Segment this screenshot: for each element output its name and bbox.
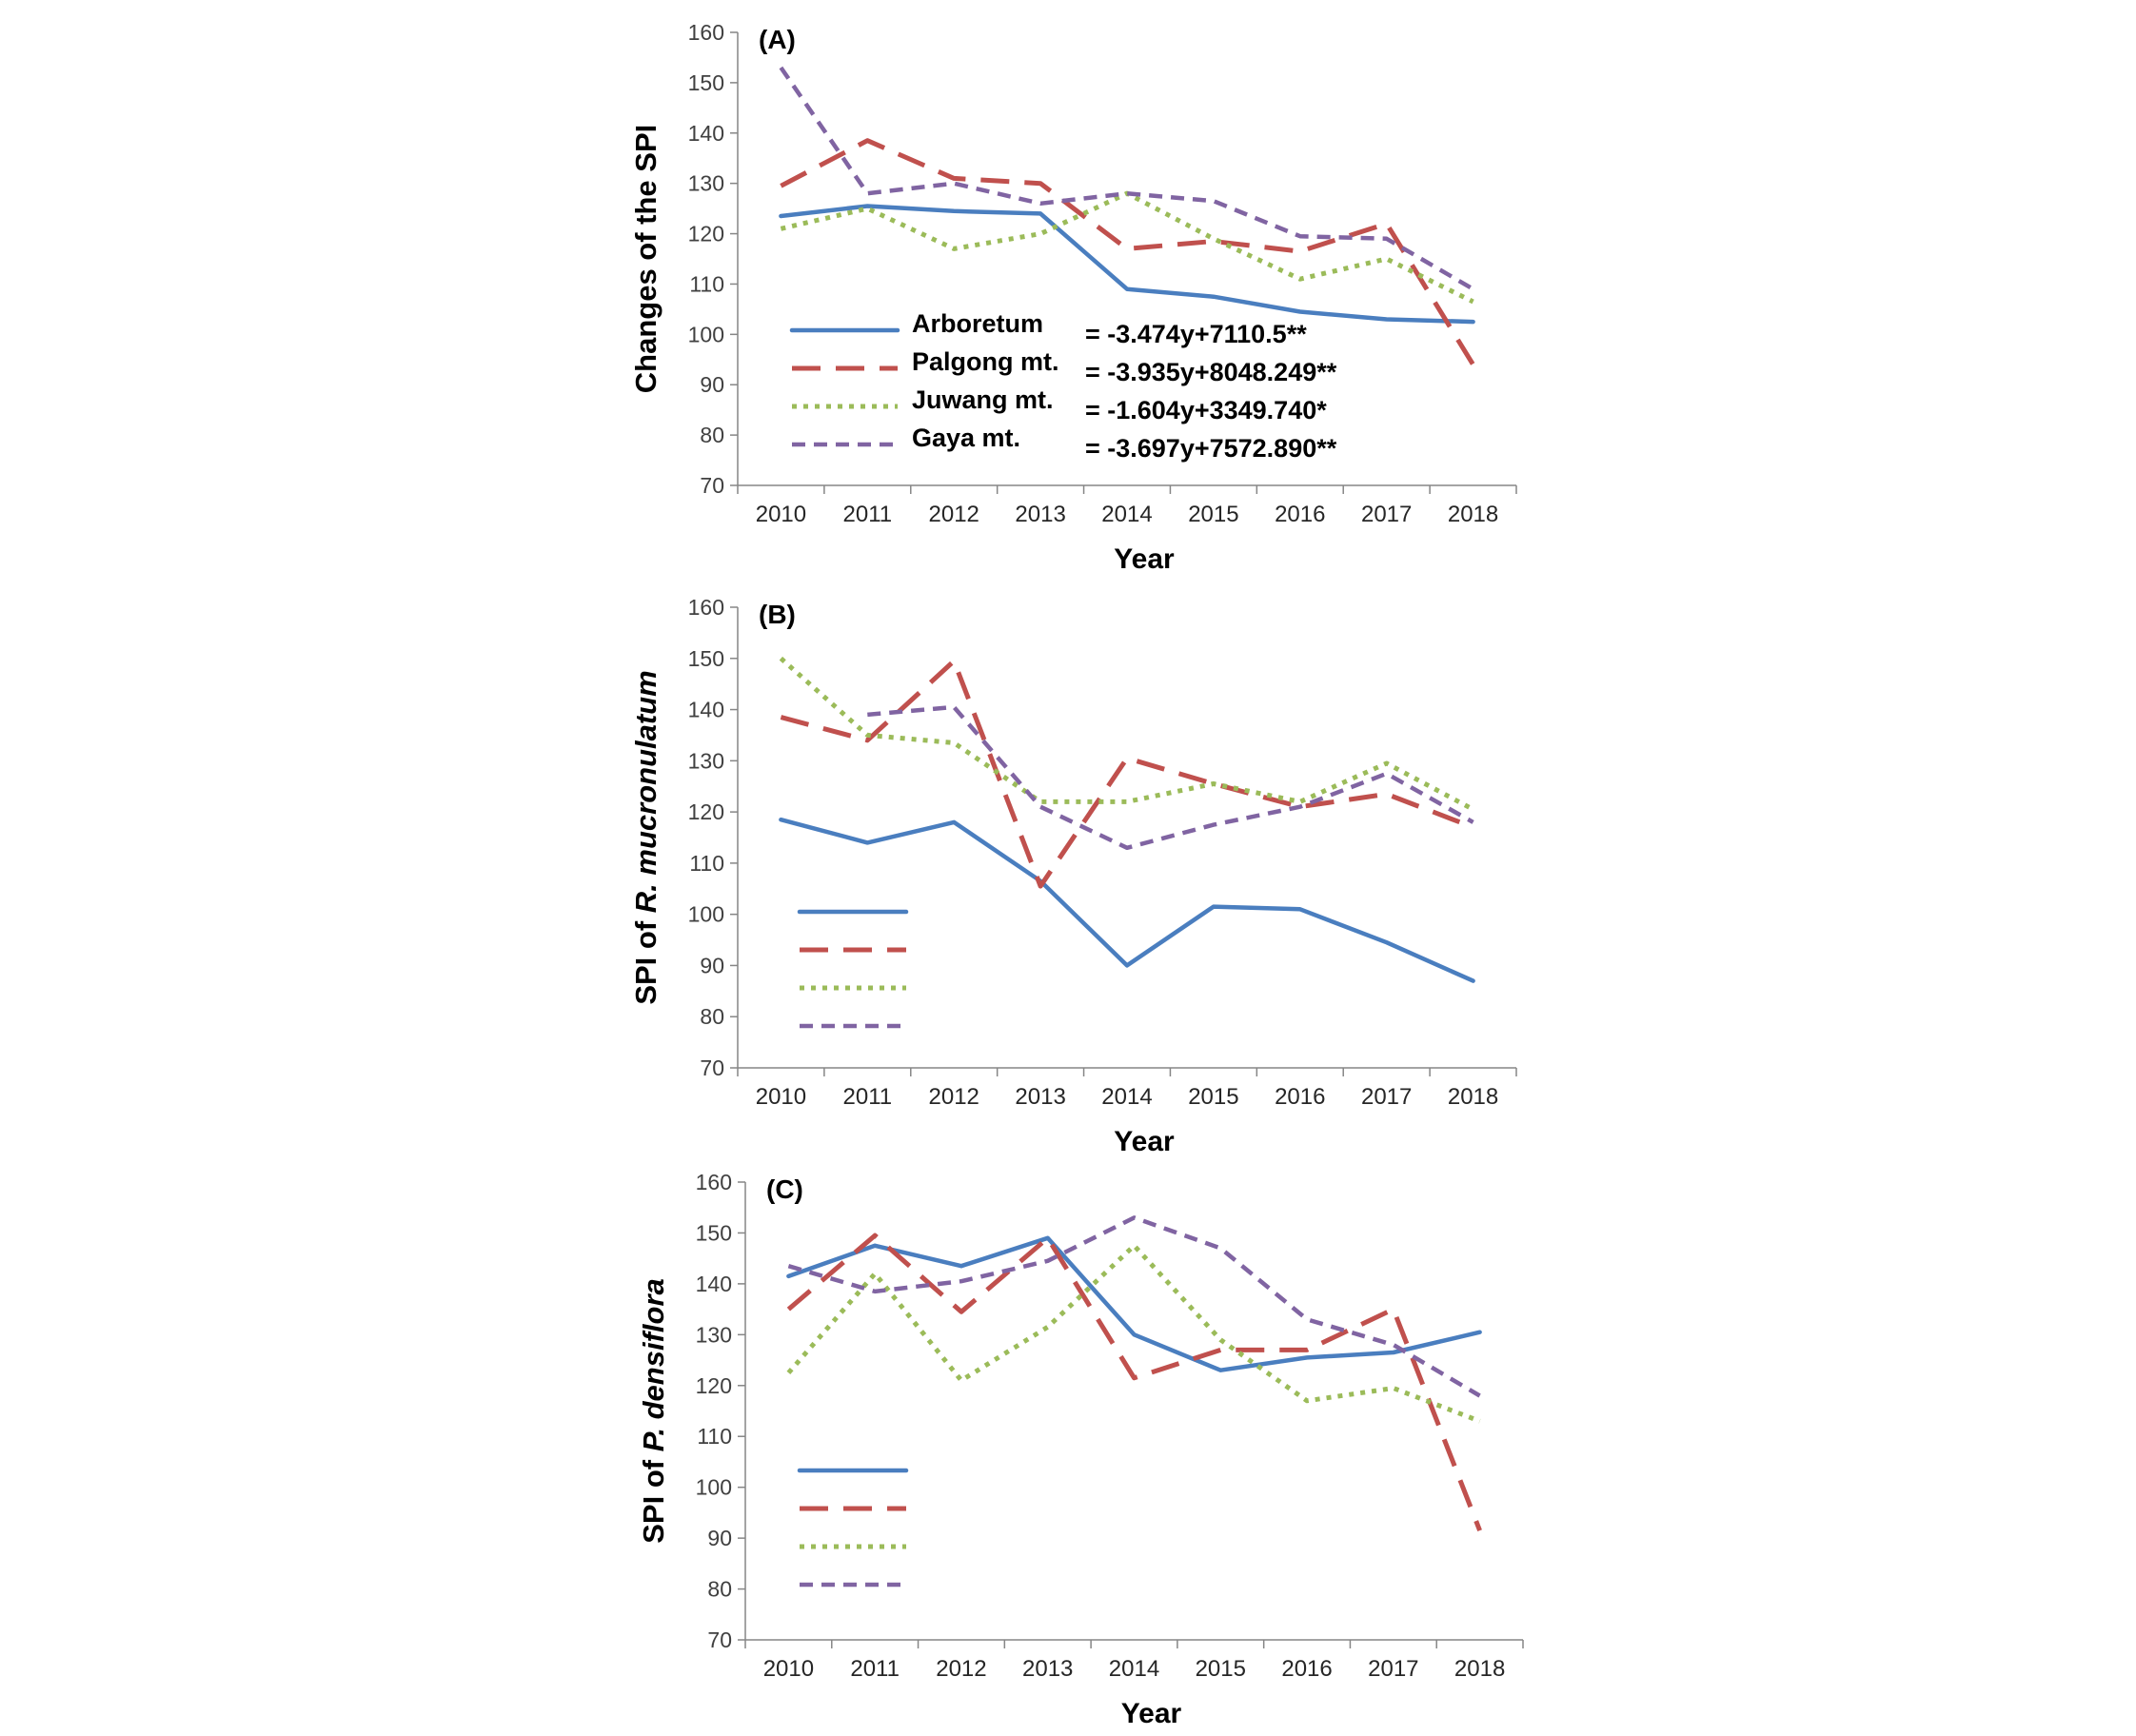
y-tick-label: 130: [688, 748, 724, 773]
y-tick-label: 120: [688, 799, 724, 824]
y-axis-title: SPI of P. densiflora: [637, 1278, 670, 1544]
legend: [797, 909, 909, 1029]
chart-panel-1: 70 80 90 100 110 120 130 140 150 160 2010 2011 2012 2…: [629, 20, 1517, 575]
y-tick-label: 160: [688, 20, 724, 45]
x-tick-label: 2018: [1454, 1656, 1505, 1682]
panel-label: (B): [759, 600, 796, 629]
y-tick-label: 90: [700, 372, 724, 397]
y-tick-label: 80: [700, 423, 724, 447]
series-line-dotted-3: [780, 190, 1474, 305]
series-line-dotted-3: [786, 1243, 1481, 1424]
y-tick-label: 150: [696, 1220, 732, 1245]
x-tick-label: 2013: [1015, 502, 1065, 527]
y-tick-label: 70: [700, 473, 724, 498]
legend-equation: = -3.474y+7110.5**: [1085, 320, 1307, 348]
x-tick-label: 2017: [1361, 502, 1412, 527]
y-tick-label: 120: [688, 222, 724, 247]
y-tick-label: 100: [688, 902, 724, 927]
x-tick-label: 2014: [1101, 502, 1152, 527]
series-line-dotted-3: [779, 656, 1474, 812]
x-axis-title: Year: [1121, 1698, 1182, 1729]
x-tick-label: 2011: [843, 502, 893, 527]
x-tick-label: 2017: [1368, 1656, 1418, 1682]
x-tick-label: 2011: [850, 1656, 900, 1682]
y-tick-label: 160: [696, 1170, 732, 1194]
legend-label: Gaya mt.: [912, 424, 1020, 452]
legend-label: Palgong mt.: [912, 347, 1059, 376]
y-tick-label: 130: [696, 1322, 732, 1347]
y-tick-label: 90: [700, 953, 724, 977]
y-tick-label: 110: [689, 851, 724, 876]
x-tick-label: 2015: [1188, 1084, 1238, 1110]
x-tick-label: 2010: [756, 502, 806, 527]
x-tick-label: 2010: [756, 1084, 806, 1110]
legend: [797, 1468, 909, 1588]
y-tick-label: 100: [688, 322, 724, 346]
y-axis-title: SPI of R. mucronulatum: [629, 670, 663, 1004]
panel-label: (C): [766, 1174, 803, 1204]
y-tick-label: 140: [688, 698, 724, 722]
x-tick-label: 2014: [1101, 1084, 1152, 1110]
y-tick-label: 160: [688, 595, 724, 620]
series-line-solid-1: [779, 817, 1475, 983]
series-line-longdash-2: [780, 659, 1474, 889]
x-tick-label: 2017: [1361, 1084, 1412, 1110]
chart-panel-3: 70 80 90 100 110 120 130 140 150 160 2010 2011 2012 2…: [637, 1170, 1524, 1729]
y-tick-label: 100: [696, 1475, 732, 1500]
y-tick-label: 90: [707, 1526, 732, 1550]
legend: Arboretum = -3.474y+7110.5** Palgong mt. = …: [789, 309, 1337, 463]
x-axis-title: Year: [1114, 543, 1175, 575]
x-tick-label: 2011: [843, 1084, 893, 1110]
series-line-solid-1: [786, 1235, 1482, 1372]
legend-equation: = -3.697y+7572.890**: [1085, 434, 1337, 463]
x-tick-label: 2018: [1448, 1084, 1498, 1110]
series-line-solid-1: [779, 204, 1475, 325]
x-tick-label: 2013: [1022, 1656, 1073, 1682]
series-line-shortdash-4: [779, 66, 1474, 291]
series-line-longdash-2: [780, 138, 1475, 366]
legend-label: Juwang mt.: [912, 385, 1054, 414]
y-tick-label: 150: [688, 70, 724, 95]
x-axis-title: Year: [1114, 1126, 1175, 1157]
legend-equation: = -1.604y+3349.740*: [1085, 396, 1327, 424]
y-tick-label: 110: [697, 1424, 732, 1449]
x-tick-label: 2013: [1015, 1084, 1065, 1110]
x-tick-label: 2010: [763, 1656, 814, 1682]
y-tick-label: 70: [707, 1628, 732, 1652]
x-tick-label: 2016: [1275, 1084, 1325, 1110]
x-tick-label: 2015: [1188, 502, 1238, 527]
x-tick-label: 2012: [929, 1084, 979, 1110]
y-tick-label: 130: [688, 171, 724, 196]
x-tick-label: 2014: [1109, 1656, 1159, 1682]
legend-label: Arboretum: [912, 309, 1043, 338]
x-tick-label: 2012: [929, 502, 979, 527]
legend-equation: = -3.935y+8048.249**: [1085, 358, 1337, 386]
y-tick-label: 140: [696, 1272, 732, 1296]
x-tick-label: 2012: [936, 1656, 986, 1682]
y-tick-label: 110: [689, 271, 724, 296]
x-tick-label: 2018: [1448, 502, 1498, 527]
y-tick-label: 120: [696, 1373, 732, 1398]
y-tick-label: 140: [688, 121, 724, 146]
series-line-shortdash-4: [787, 1215, 1481, 1398]
x-tick-label: 2015: [1196, 1656, 1246, 1682]
x-tick-label: 2016: [1275, 502, 1325, 527]
y-tick-label: 80: [707, 1577, 732, 1602]
x-tick-label: 2016: [1281, 1656, 1332, 1682]
y-tick-label: 80: [700, 1004, 724, 1029]
panel-label: (A): [759, 25, 796, 54]
y-tick-label: 150: [688, 646, 724, 671]
series-line-shortdash-5: [867, 704, 1474, 851]
y-tick-label: 70: [700, 1055, 724, 1080]
y-axis-title: Changes of the SPI: [629, 125, 663, 393]
chart-panel-2: 70 80 90 100 110 120 130 140 150 160 2010 2011 2012 2…: [629, 595, 1517, 1157]
series-line-longdash-2: [786, 1233, 1482, 1532]
